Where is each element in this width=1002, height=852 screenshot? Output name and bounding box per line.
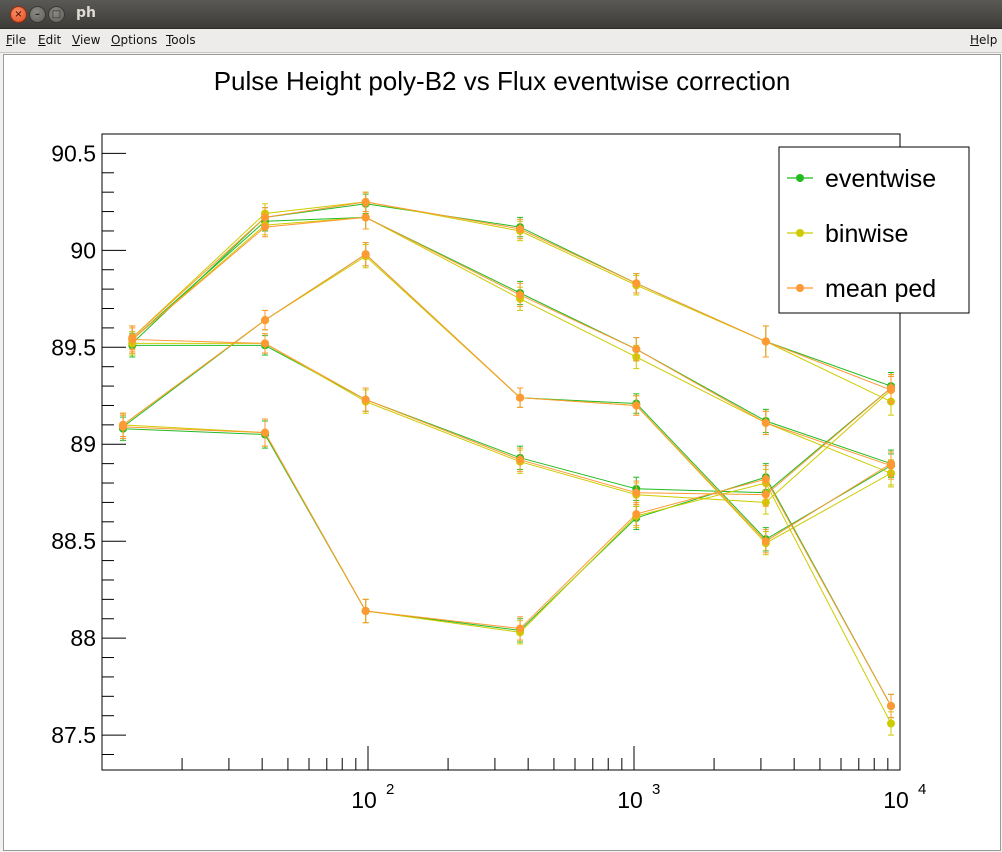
x-tick-label-exponent: 4 (918, 781, 926, 798)
x-tick-label-exponent: 3 (652, 781, 660, 798)
series-line (132, 344, 892, 494)
maximize-window-button[interactable]: □ (48, 6, 65, 23)
data-point (632, 345, 641, 354)
legend-entry: eventwise (825, 165, 936, 193)
data-point (516, 290, 525, 299)
y-tick-label: 89 (70, 431, 96, 457)
menu-file[interactable]: File (6, 33, 27, 47)
y-tick-label: 88 (70, 625, 96, 651)
data-point (761, 337, 770, 346)
data-point (632, 488, 641, 497)
title-bar: × – □ ph (0, 0, 1002, 29)
data-point (761, 418, 770, 427)
data-point (261, 223, 270, 232)
y-tick-label: 87.5 (51, 722, 96, 748)
data-point (632, 510, 641, 519)
series-line (123, 426, 892, 707)
data-point (119, 422, 128, 431)
data-point (516, 393, 525, 402)
data-point (128, 335, 137, 344)
series-line (131, 216, 892, 467)
data-point (516, 624, 525, 633)
data-point (516, 455, 525, 464)
data-point (886, 719, 895, 728)
y-tick-label: 88.5 (51, 528, 96, 554)
data-point (761, 475, 770, 484)
data-point (886, 461, 895, 470)
data-point (361, 395, 370, 404)
data-point (632, 279, 641, 288)
series-line (131, 201, 892, 403)
canvas[interactable]: Pulse Height poly-B2 vs Flux eventwise c… (3, 54, 1001, 851)
data-point (261, 316, 270, 325)
series-line (132, 342, 892, 503)
data-point (886, 702, 895, 711)
close-icon: × (14, 9, 23, 20)
data-point (361, 213, 370, 222)
close-window-button[interactable]: × (10, 6, 27, 23)
legend-entry: mean ped (825, 275, 936, 303)
y-tick-label: 90.5 (51, 140, 96, 166)
menu-options[interactable]: Options (111, 33, 158, 47)
chart-svg: Pulse Height poly-B2 vs Flux eventwise c… (51, 66, 970, 813)
data-point (261, 428, 270, 437)
series-line (123, 428, 892, 707)
menu-edit[interactable]: Edit (38, 33, 62, 47)
data-point (361, 607, 370, 615)
maximize-icon: □ (51, 9, 62, 20)
series-line (131, 201, 892, 391)
series-line (123, 424, 892, 724)
legend-marker (796, 284, 804, 292)
data-point (516, 225, 525, 234)
series-line (122, 255, 892, 544)
plot-frame (101, 133, 901, 771)
data-point (632, 401, 641, 410)
x-tick-label: 10 (351, 787, 377, 813)
y-tick-label: 90 (70, 237, 96, 263)
x-tick-label-exponent: 2 (386, 781, 394, 798)
legend-box (778, 146, 970, 314)
series-line (132, 339, 892, 496)
x-tick-label: 10 (617, 787, 643, 813)
chart-title: Pulse Height poly-B2 vs Flux eventwise c… (214, 66, 791, 96)
data-point (886, 384, 895, 393)
data-point (361, 250, 370, 259)
menu-help[interactable]: Help (970, 33, 998, 47)
menu-bar: File Edit View Options Tools Help (0, 29, 1002, 53)
legend-entry: binwise (825, 220, 908, 248)
legend-marker (796, 229, 804, 237)
legend-marker (796, 174, 804, 182)
menu-tools[interactable]: Tools (166, 33, 196, 47)
x-tick-label: 10 (883, 787, 909, 813)
minimize-window-button[interactable]: – (29, 6, 46, 23)
window-title: ph (76, 5, 96, 21)
y-tick-label: 89.5 (51, 334, 96, 360)
data-point (361, 197, 370, 206)
minimize-icon: – (35, 9, 40, 20)
data-point (761, 537, 770, 546)
menu-view[interactable]: View (72, 33, 101, 47)
data-point (261, 339, 270, 348)
